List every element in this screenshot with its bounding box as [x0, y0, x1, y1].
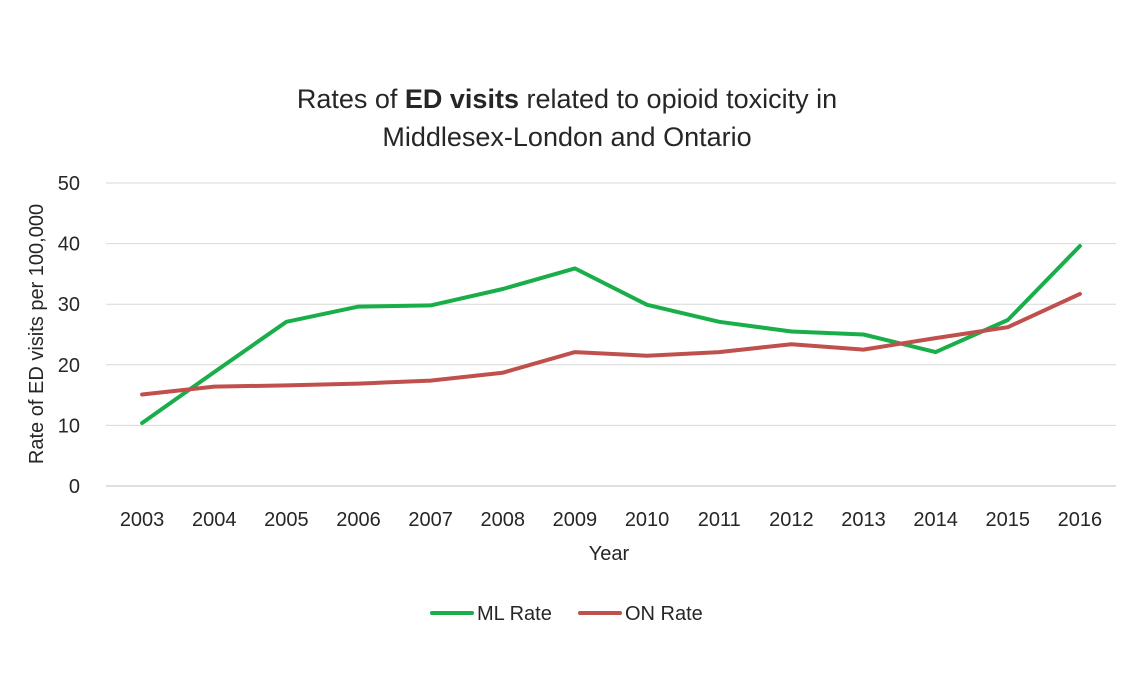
y-tick-label: 10 — [58, 415, 80, 437]
legend-label: ON Rate — [625, 603, 703, 625]
x-tick-label: 2014 — [913, 509, 958, 531]
x-tick-label: 2012 — [769, 509, 814, 531]
x-tick-label: 2015 — [986, 509, 1031, 531]
y-tick-labels: 0 10 20 30 40 50 — [58, 173, 80, 498]
legend-item-on-rate: ON Rate — [578, 603, 703, 625]
chart-title-line-2: Middlesex-London and Ontario — [382, 122, 751, 152]
y-tick-label: 50 — [58, 173, 80, 195]
y-tick-label: 30 — [58, 294, 80, 316]
chart-title-line-1: Rates of ED visits related to opioid tox… — [297, 84, 837, 114]
x-tick-label: 2005 — [264, 509, 309, 531]
y-tick-label: 20 — [58, 355, 80, 377]
legend-item-ml-rate: ML Rate — [430, 603, 552, 625]
x-axis-label: Year — [589, 543, 630, 565]
x-tick-label: 2013 — [841, 509, 886, 531]
y-axis-label: Rate of ED visits per 100,000 — [26, 204, 48, 464]
chart-title-part-3: related to opioid toxicity in — [519, 84, 837, 114]
x-tick-label: 2009 — [553, 509, 598, 531]
series-line-ml-rate — [140, 244, 1082, 425]
x-tick-label: 2016 — [1058, 509, 1103, 531]
x-tick-labels: 2003 2004 2005 2006 2007 2008 2009 2010 2011 2012… — [120, 509, 1102, 531]
x-tick-label: 2011 — [698, 509, 741, 531]
x-tick-label: 2007 — [408, 509, 453, 531]
chart-title-part-bold: ED visits — [405, 84, 519, 114]
legend-label: ML Rate — [477, 603, 552, 625]
x-tick-label: 2010 — [625, 509, 670, 531]
legend: ML Rate ON Rate — [430, 603, 703, 625]
gridlines — [106, 182, 1116, 487]
series-lines — [140, 244, 1082, 425]
x-tick-label: 2004 — [192, 509, 237, 531]
x-tick-label: 2008 — [481, 509, 526, 531]
x-tick-label: 2006 — [336, 509, 381, 531]
y-tick-label: 0 — [69, 476, 80, 498]
x-tick-label: 2003 — [120, 509, 165, 531]
y-tick-label: 40 — [58, 234, 80, 256]
series-line-on-rate — [140, 291, 1082, 397]
chart-title-part-1: Rates of — [297, 84, 405, 114]
